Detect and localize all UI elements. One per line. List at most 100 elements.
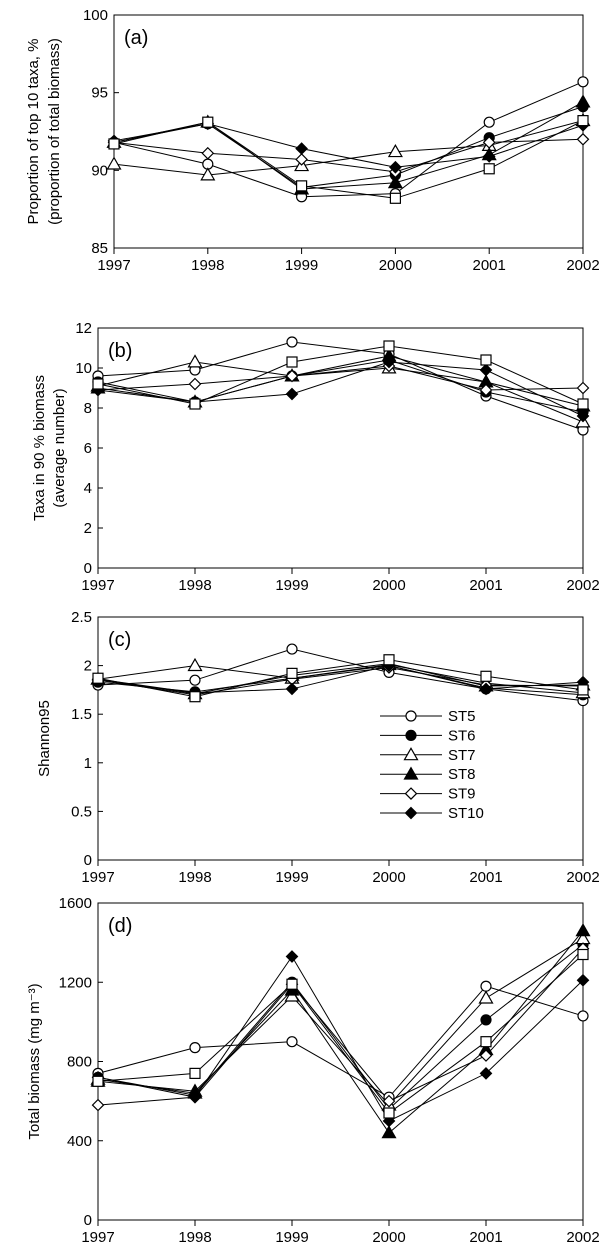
- x-tick-label: 2002: [566, 257, 599, 274]
- panel-label: (c): [108, 629, 131, 651]
- data-point-series-7: [286, 356, 298, 368]
- y-axis-title: Proportion of top 10 taxa, %: [25, 39, 42, 225]
- y-tick-label: 1600: [59, 895, 92, 912]
- data-point-series-7: [189, 691, 201, 703]
- data-point-st9: [576, 132, 590, 146]
- series-line-st5: [113, 81, 584, 198]
- x-tick-label: 2000: [372, 577, 405, 594]
- series-line-series-7: [97, 345, 584, 405]
- plot-frame: [97, 616, 584, 861]
- data-point-series-7: [92, 672, 104, 684]
- x-tick-label: 1999: [275, 869, 308, 886]
- data-point-series-7: [189, 398, 201, 410]
- panel-3: 0 0.5 1 1.5 2 2.5 1997 1998 1999 2000 2001 2002 (c) S…: [36, 609, 600, 886]
- data-point-series-7: [483, 163, 495, 175]
- data-point-st9: [576, 381, 590, 395]
- x-tick-label: 1998: [178, 577, 211, 594]
- series-line-st10: [97, 665, 584, 694]
- series-line-st8: [97, 930, 584, 1134]
- series-line-st6: [113, 106, 584, 188]
- x-tick-label: 1997: [81, 1229, 114, 1246]
- panel-label: (b): [108, 340, 132, 362]
- data-point-st10: [285, 682, 299, 696]
- series-line-st10: [97, 955, 584, 1122]
- series-line-st10: [113, 123, 584, 168]
- data-point-st5: [286, 1036, 298, 1048]
- data-point-st8: [575, 94, 591, 108]
- data-point-series-7: [480, 670, 492, 682]
- legend-label-st8: ST8: [448, 766, 476, 783]
- data-point-series-7: [480, 1036, 492, 1048]
- data-point-st10: [479, 363, 493, 377]
- data-point-series-7: [383, 654, 395, 666]
- data-point-st10: [576, 973, 590, 987]
- series-line-st7: [97, 664, 584, 694]
- legend-label-st10: ST10: [448, 805, 484, 822]
- data-point-st10: [389, 160, 402, 174]
- x-tick-label: 1998: [191, 257, 224, 274]
- legend-marker-st6: [405, 729, 417, 742]
- data-point-st10: [576, 409, 590, 423]
- y-tick-label: 1.5: [71, 706, 92, 723]
- y-tick-label: 2: [84, 520, 92, 537]
- series-line-series-7: [97, 954, 584, 1114]
- y-tick-label: 85: [91, 240, 108, 257]
- legend-marker-st7: [403, 747, 419, 761]
- series-line-st6: [97, 944, 584, 1110]
- data-point-st10: [479, 1067, 493, 1080]
- y-tick-label: 2.5: [71, 609, 92, 626]
- series-line-st9: [113, 138, 584, 173]
- data-point-series-7: [202, 116, 214, 128]
- data-point-st9: [479, 383, 493, 397]
- data-point-st7: [387, 143, 403, 158]
- series-line-st7: [113, 120, 584, 176]
- data-point-st9: [91, 1098, 105, 1112]
- series-line-st7: [97, 361, 584, 423]
- y-tick-label: 100: [83, 7, 108, 24]
- data-point-st9: [188, 377, 202, 391]
- data-point-st5: [286, 643, 298, 655]
- data-point-series-7: [189, 1067, 201, 1079]
- data-point-st5: [189, 674, 201, 686]
- data-point-series-7: [383, 340, 395, 352]
- data-point-st7: [187, 657, 203, 672]
- data-point-st5: [480, 980, 492, 992]
- y-tick-label: 8: [84, 400, 92, 417]
- data-point-st9: [382, 1094, 396, 1108]
- data-point-st10: [295, 142, 308, 155]
- legend-label-st6: ST6: [448, 727, 476, 744]
- series-line-st8: [97, 663, 584, 695]
- x-tick-label: 2000: [379, 257, 412, 274]
- x-tick-label: 2000: [372, 1229, 405, 1246]
- legend-marker-st5: [405, 710, 417, 722]
- x-tick-label: 1999: [275, 1229, 308, 1246]
- data-point-series-7: [296, 180, 308, 192]
- x-tick-label: 1999: [275, 577, 308, 594]
- data-point-st9: [479, 1049, 493, 1062]
- x-tick-label: 1998: [178, 1229, 211, 1246]
- data-point-series-7: [577, 398, 589, 410]
- series-line-st9: [97, 365, 584, 391]
- y-tick-label: 12: [75, 320, 92, 337]
- x-tick-label: 1999: [285, 257, 318, 274]
- series-line-st5: [97, 341, 584, 431]
- plot-frame: [113, 14, 584, 249]
- data-point-st5: [577, 76, 589, 88]
- y-tick-label: 1200: [59, 974, 92, 991]
- x-tick-label: 2001: [469, 1229, 502, 1246]
- y-tick-label: 0: [84, 560, 92, 577]
- data-point-st8: [381, 1125, 397, 1139]
- y-tick-label: 1: [84, 755, 92, 772]
- x-tick-label: 2002: [566, 869, 599, 886]
- data-point-series-7: [389, 192, 401, 204]
- data-point-series-7: [108, 138, 120, 150]
- data-point-st8: [575, 923, 591, 937]
- y-tick-label: 0: [84, 852, 92, 869]
- data-point-series-7: [286, 667, 298, 679]
- y-tick-label: 6: [84, 440, 92, 457]
- y-axis-title: Shannon95: [36, 700, 53, 777]
- data-point-st10: [482, 150, 496, 163]
- legend-label-st7: ST7: [448, 747, 476, 764]
- y-tick-label: 2: [84, 658, 92, 675]
